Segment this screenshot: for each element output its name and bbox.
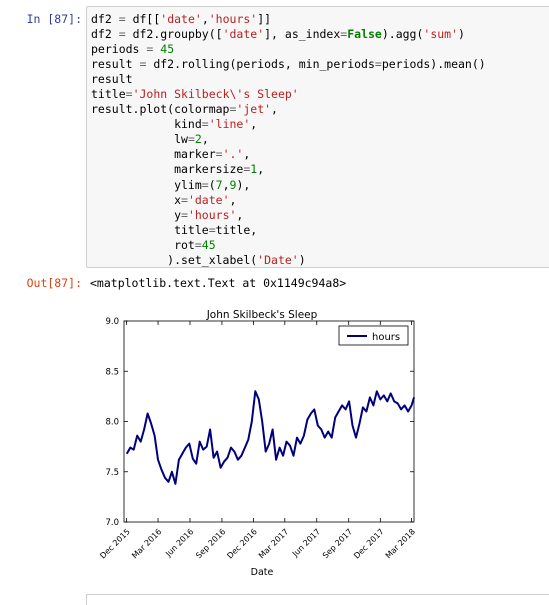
y-tick-label: 7.5 xyxy=(105,468,119,478)
code-line: periods = 45 xyxy=(91,42,175,57)
x-tick-label: Mar 2017 xyxy=(257,527,290,560)
y-tick-label: 8.5 xyxy=(105,367,119,377)
x-axis-label: Date xyxy=(251,567,274,578)
plot-frame xyxy=(123,320,415,523)
code-line: markersize=1, xyxy=(91,162,265,177)
series-line-hours xyxy=(125,390,415,485)
x-tick-label: Dec 2017 xyxy=(352,527,386,561)
legend-label-hours: hours xyxy=(372,332,400,343)
y-tick-label: 7.0 xyxy=(105,518,119,528)
code-line: df2 = df[['date','hours']] xyxy=(91,12,272,26)
x-tick-label: Sep 2016 xyxy=(194,527,227,560)
code-line: kind='line', xyxy=(91,117,258,132)
code-line: lw=2, xyxy=(91,132,209,147)
x-tick-label: Jun 2017 xyxy=(290,527,322,559)
code-line: title='John Skilbeck\'s Sleep' xyxy=(91,87,299,102)
code-line: ).set_xlabel('Date') xyxy=(91,252,306,267)
code-editor[interactable]: df2 = df[['date','hours']] df2 = df2.gro… xyxy=(87,7,549,268)
code-line: title=title, xyxy=(91,222,258,237)
chart-title: John Skilbeck's Sleep xyxy=(206,309,318,321)
code-line: result = df2.rolling(periods, min_period… xyxy=(91,57,486,72)
code-line: y='hours', xyxy=(91,207,244,222)
code-line: x='date', xyxy=(91,192,237,207)
output-repr-text: <matplotlib.text.Text at 0x1149c94a8> xyxy=(90,276,347,290)
output-prompt: Out[87]: xyxy=(26,276,82,290)
sleep-line-chart: John Skilbeck's Sleep 7.0 7.5 8.0 8.5 9.0 Dec… xyxy=(98,309,417,578)
code-cell-input[interactable]: df2 = df[['date','hours']] df2 = df2.gro… xyxy=(86,6,549,268)
input-prompt: In [87]: xyxy=(26,12,82,26)
code-line: result xyxy=(91,72,133,87)
code-line: result.plot(colormap='jet', xyxy=(91,102,278,117)
y-tick-label: 9.0 xyxy=(105,317,119,327)
code-line: rot=45 xyxy=(91,237,216,252)
x-tick-label: Jun 2016 xyxy=(163,527,195,559)
chart-legend: hours xyxy=(338,325,409,346)
x-tick-label: Mar 2018 xyxy=(384,527,417,560)
code-line: ylim=(7,9), xyxy=(91,177,251,192)
x-tick-label: Dec 2015 xyxy=(98,527,132,561)
y-tick-label: 8.0 xyxy=(105,418,119,428)
x-tick-label: Mar 2016 xyxy=(130,527,163,560)
x-tick-label: Dec 2016 xyxy=(225,527,259,561)
x-tick-label: Sep 2017 xyxy=(321,527,354,560)
code-line: df2 = df2.groupby(['date'], as_index=Fal… xyxy=(91,27,465,42)
legend-box xyxy=(338,325,409,346)
code-line: marker='.', xyxy=(91,147,251,162)
